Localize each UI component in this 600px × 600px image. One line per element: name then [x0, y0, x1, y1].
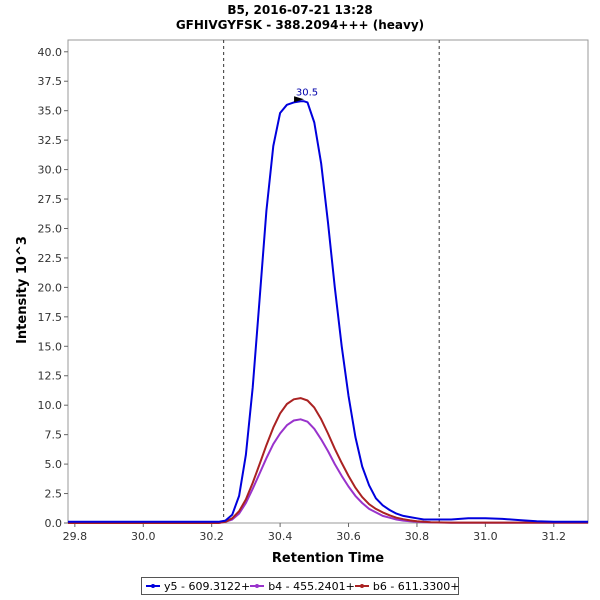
y-tick-label: 15.0	[38, 340, 63, 353]
chart-title: B5, 2016-07-21 13:28	[227, 3, 373, 17]
y-tick-label: 7.5	[45, 429, 63, 442]
y-tick-label: 32.5	[38, 134, 63, 147]
plot-area	[67, 39, 589, 524]
chart-subtitle: GFHIVGYFSK - 388.2094+++ (heavy)	[175, 18, 425, 32]
y-tick-label: 40.0	[38, 46, 63, 59]
legend-swatch-y5	[146, 584, 160, 588]
x-tick-label: 30.2	[199, 530, 224, 543]
legend-item-b4: b4 - 455.2401+	[250, 580, 355, 593]
y-tick-label: 22.5	[38, 252, 63, 265]
y-tick-label: 25.0	[38, 222, 63, 235]
legend-item-y5: y5 - 609.3122+	[146, 580, 250, 593]
y-tick-label: 20.0	[38, 281, 63, 294]
y-tick-label: 2.5	[45, 488, 63, 501]
x-tick-label: 31.2	[542, 530, 567, 543]
legend-item-b6: b6 - 611.3300+	[354, 579, 460, 593]
legend-label-b6: b6 - 611.3300+	[372, 579, 460, 593]
series-line-y5	[68, 100, 588, 523]
x-tick-label: 31.0	[473, 530, 498, 543]
y-tick-label: 5.0	[45, 458, 63, 471]
y-tick-label: 17.5	[38, 311, 63, 324]
legend-label-b4: b4 - 455.2401+	[268, 579, 355, 593]
peak-marker-icon	[294, 96, 305, 103]
y-tick-label: 10.0	[38, 399, 63, 412]
legend-label-y5: y5 - 609.3122+	[164, 579, 251, 593]
y-tick-label: 0.0	[45, 517, 63, 530]
x-tick-label: 30.4	[268, 530, 293, 543]
y-tick-label: 35.0	[38, 105, 63, 118]
y-tick-label: 37.5	[38, 75, 63, 88]
x-tick-label: 30.0	[131, 530, 156, 543]
x-tick-label: 29.8	[63, 530, 88, 543]
peak-label: 30.5	[296, 87, 318, 98]
x-tick-label: 30.8	[405, 530, 430, 543]
series-line-b6	[68, 397, 588, 524]
legend: y5 - 609.3122+ b4 - 455.2401+ b6 - 611.3…	[141, 577, 460, 595]
y-tick-label: 30.0	[38, 164, 63, 177]
legend-swatch-b4	[250, 584, 265, 588]
x-axis-label: Retention Time	[272, 551, 384, 566]
y-axis-label: Intensity 10^3	[15, 236, 30, 344]
x-tick-label: 30.6	[336, 530, 361, 543]
legend-swatch-b6	[354, 584, 369, 588]
y-tick-label: 27.5	[38, 193, 63, 206]
y-tick-label: 12.5	[38, 370, 63, 383]
